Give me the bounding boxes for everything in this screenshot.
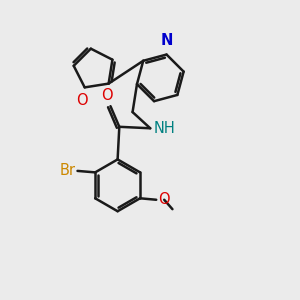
Text: Br: Br — [59, 164, 75, 178]
Text: O: O — [159, 192, 170, 207]
Text: O: O — [101, 88, 113, 103]
Text: O: O — [76, 93, 88, 108]
Text: NH: NH — [154, 121, 176, 136]
Text: N: N — [160, 33, 173, 48]
